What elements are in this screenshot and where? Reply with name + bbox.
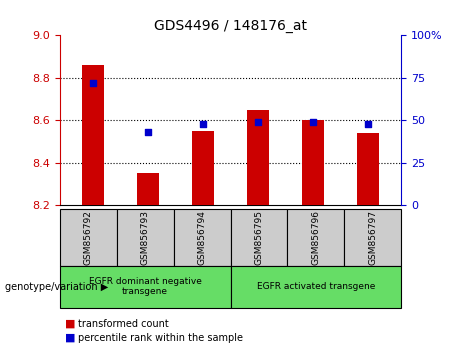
Text: GSM856794: GSM856794 — [198, 210, 207, 265]
Point — [364, 121, 372, 127]
Text: EGFR dominant negative
transgene: EGFR dominant negative transgene — [89, 277, 201, 296]
Text: GSM856792: GSM856792 — [84, 210, 93, 265]
Text: ■: ■ — [65, 319, 75, 329]
Bar — [82, 65, 104, 205]
Bar — [357, 133, 379, 205]
Point — [309, 119, 317, 125]
Point — [144, 130, 152, 135]
Point — [89, 80, 97, 86]
Text: genotype/variation ▶: genotype/variation ▶ — [5, 282, 108, 292]
Text: percentile rank within the sample: percentile rank within the sample — [78, 333, 243, 343]
Text: GSM856797: GSM856797 — [368, 210, 377, 265]
Text: transformed count: transformed count — [78, 319, 169, 329]
Point — [199, 121, 207, 127]
Point — [254, 119, 262, 125]
Title: GDS4496 / 148176_at: GDS4496 / 148176_at — [154, 19, 307, 33]
Bar — [137, 173, 159, 205]
Bar — [247, 110, 269, 205]
Text: EGFR activated transgene: EGFR activated transgene — [257, 282, 375, 291]
Text: GSM856795: GSM856795 — [254, 210, 263, 265]
Bar — [302, 120, 324, 205]
Bar — [192, 131, 214, 205]
Text: ■: ■ — [65, 333, 75, 343]
Text: GSM856796: GSM856796 — [311, 210, 320, 265]
Text: GSM856793: GSM856793 — [141, 210, 150, 265]
